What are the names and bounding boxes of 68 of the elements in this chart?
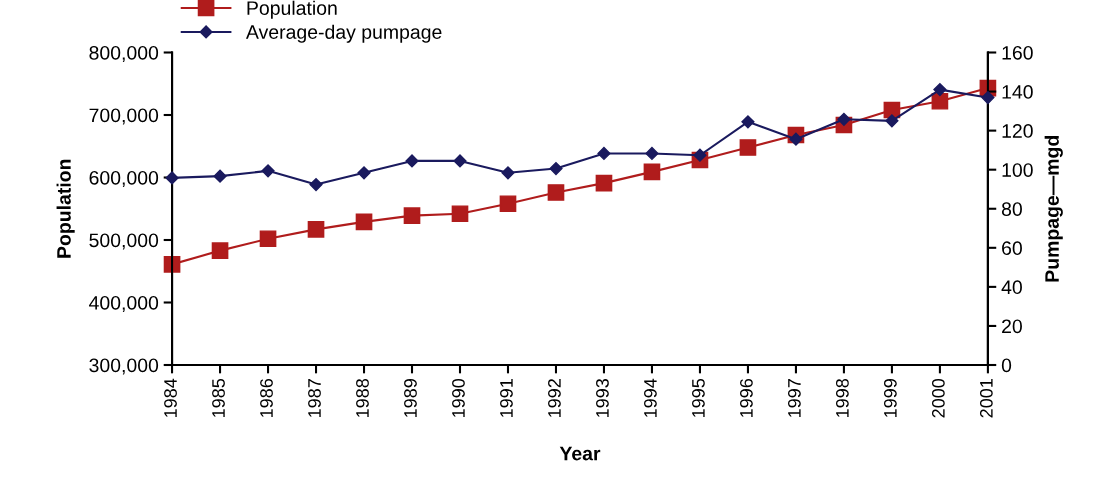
- point: [357, 166, 371, 180]
- x-tick-label: 2000: [931, 378, 945, 418]
- x-tick-label: 1994: [644, 378, 657, 417]
- point: [259, 230, 277, 248]
- y-tick-label: 500,000: [89, 233, 159, 250]
- x-tick-label: 1997: [788, 379, 801, 417]
- y2-tick-label: 80: [1001, 202, 1022, 216]
- y-tick-label: 400,000: [89, 295, 159, 313]
- y2-tick-label: 160: [1002, 45, 1033, 60]
- y-tick-label: 600,000: [89, 170, 159, 188]
- x-tick-label: 1999: [883, 379, 897, 417]
- x-tick-label: 1992: [548, 379, 561, 417]
- y2-axis-title: Pumpage—mgd: [1044, 136, 1063, 282]
- point: [693, 148, 707, 162]
- point: [595, 174, 613, 192]
- point: [501, 166, 515, 180]
- x-tick-label: 1995: [692, 378, 705, 417]
- y2-tick-label: 100: [1002, 163, 1033, 177]
- point: [547, 184, 565, 201]
- point: [981, 91, 995, 105]
- y-tick-label: 300,000: [89, 358, 159, 375]
- x-tick-label: 1988: [356, 378, 369, 417]
- point: [643, 163, 661, 181]
- y2-tick-label: 20: [1002, 319, 1022, 334]
- point: [451, 205, 469, 223]
- point: [789, 132, 803, 146]
- point: [933, 83, 947, 97]
- y2-tick-label: 60: [1002, 241, 1022, 256]
- point: [403, 207, 421, 224]
- point: [499, 195, 517, 213]
- y2-tick-label: 40: [1001, 280, 1022, 295]
- point: [453, 154, 467, 168]
- x-tick-label: 1984: [164, 378, 177, 417]
- point: [549, 161, 563, 176]
- x-tick-label: 2001: [979, 379, 993, 418]
- x-tick-label: 1989: [404, 379, 417, 417]
- point: [211, 242, 229, 259]
- point: [213, 169, 227, 183]
- y2-tick-label: 0: [1001, 358, 1012, 373]
- x-tick-label: 1998: [835, 378, 849, 417]
- point: [355, 213, 373, 231]
- y-axis-title: Population: [56, 159, 75, 258]
- x-tick-label: 1990: [452, 378, 465, 417]
- x-tick-label: 1986: [260, 378, 273, 417]
- y-tick-label: 800,000: [89, 45, 159, 63]
- y2-tick-label: 120: [1002, 124, 1033, 138]
- x-tick-label: 1991: [500, 379, 513, 417]
- point: [309, 177, 323, 192]
- y-tick-label: 700,000: [89, 108, 159, 125]
- x-tick-label: 1987: [308, 379, 321, 417]
- point: [885, 114, 899, 128]
- point: [837, 112, 851, 126]
- point: [741, 115, 755, 129]
- point: [645, 146, 659, 161]
- legend-label: Average-day pumpage: [245, 24, 442, 43]
- point: [165, 171, 179, 185]
- point: [261, 164, 275, 178]
- y2-tick-label: 140: [1002, 85, 1033, 99]
- legend-label: Population: [247, 0, 337, 19]
- point: [405, 154, 419, 168]
- x-tick-label: 1985: [212, 378, 225, 417]
- x-tick-label: 1996: [740, 378, 753, 417]
- point: [931, 92, 949, 110]
- x-tick-label: 1993: [596, 378, 609, 417]
- point: [597, 146, 611, 161]
- point: [307, 221, 325, 238]
- point: [739, 139, 757, 156]
- x-axis-title: Year: [559, 446, 601, 461]
